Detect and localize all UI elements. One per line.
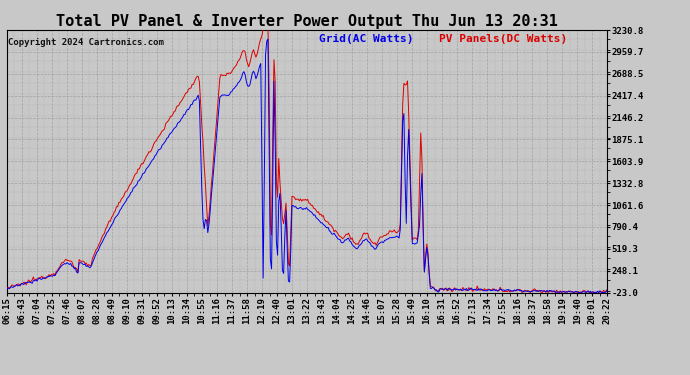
Text: Copyright 2024 Cartronics.com: Copyright 2024 Cartronics.com [8,38,164,47]
Title: Total PV Panel & Inverter Power Output Thu Jun 13 20:31: Total PV Panel & Inverter Power Output T… [56,14,558,29]
Text: Grid(AC Watts): Grid(AC Watts) [319,34,413,44]
Text: PV Panels(DC Watts): PV Panels(DC Watts) [439,34,567,44]
